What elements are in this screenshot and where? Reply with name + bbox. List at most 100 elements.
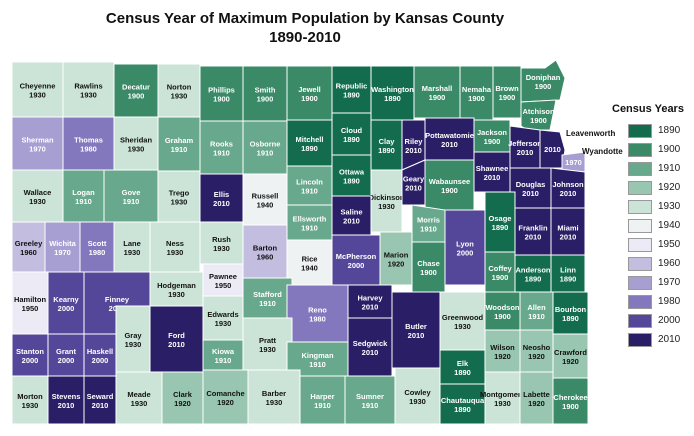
legend-swatch — [628, 219, 652, 233]
county-year: 2010 — [525, 233, 542, 242]
county-name: Sedgwick — [353, 339, 388, 348]
county-year: 1930 — [171, 198, 188, 207]
county-name: Harper — [310, 392, 334, 401]
county-name: Osborne — [250, 140, 281, 149]
county-name: Jackson — [477, 128, 507, 137]
county-name: Cowley — [404, 388, 431, 397]
county-name: Clark — [173, 390, 193, 399]
county-year: 1930 — [22, 401, 39, 410]
county-name: Ottawa — [339, 168, 365, 177]
legend-swatch — [628, 238, 652, 252]
county-year: 1960 — [20, 248, 37, 257]
county-year: 1890 — [492, 223, 509, 232]
county-name: Saline — [340, 208, 362, 217]
county-year: 1900 — [257, 95, 274, 104]
county-year: 1890 — [378, 146, 395, 155]
county-year: 1920 — [528, 399, 545, 408]
county-year: 1900 — [420, 268, 437, 277]
county-year: 1910 — [420, 225, 437, 234]
county-name: Cherokee — [553, 393, 587, 402]
county-name: Elk — [457, 359, 469, 368]
county-name: Douglas — [516, 180, 546, 189]
legend-label: 1890 — [658, 125, 681, 136]
legend-label: 1910 — [658, 163, 681, 174]
county-year: 1930 — [29, 91, 46, 100]
county-name: Johnson — [552, 180, 584, 189]
county-year: 1900 — [530, 116, 547, 125]
county-year: 1900 — [499, 93, 516, 102]
legend-label: 1920 — [658, 182, 681, 193]
county-year: 1910 — [301, 187, 318, 196]
county-name: Phillips — [208, 86, 235, 95]
county-year: 1930 — [266, 398, 283, 407]
legend-label: 1900 — [658, 144, 681, 155]
county-year: 2000 — [457, 249, 474, 258]
county-name: Morris — [417, 216, 440, 225]
county-name: Norton — [167, 83, 192, 92]
legend-swatch — [628, 143, 652, 157]
legend-swatch — [628, 162, 652, 176]
county-name: Hamilton — [14, 295, 47, 304]
county-name: Shawnee — [476, 164, 509, 173]
county-year: 2010 — [362, 303, 379, 312]
county-name: Edwards — [207, 310, 238, 319]
county-year: 1900 — [441, 186, 458, 195]
county-year: 1910 — [123, 197, 140, 206]
county-name: Stanton — [16, 347, 44, 356]
county-year: 2000 — [348, 261, 365, 270]
county-year: 1920 — [217, 398, 234, 407]
county-year: 1980 — [80, 145, 97, 154]
county-name: Lyon — [456, 240, 474, 249]
legend-label: 2010 — [658, 334, 681, 345]
county-year: 1910 — [528, 312, 545, 321]
legend-label: 1930 — [658, 201, 681, 212]
county-name: Woodson — [485, 303, 519, 312]
county-name: Pawnee — [209, 272, 237, 281]
county-name: Ford — [168, 331, 185, 340]
county-year: 1930 — [378, 202, 395, 211]
legend-item-1900: 1900 — [628, 143, 694, 159]
county-name: Kearny — [53, 295, 79, 304]
county-name: Labette — [523, 390, 550, 399]
county-year: 2010 — [560, 233, 577, 242]
county-name: Stevens — [52, 392, 81, 401]
county-year: 1940 — [301, 264, 318, 273]
county-year: 1920 — [388, 260, 405, 269]
county-year: 1960 — [257, 253, 274, 262]
county-name: Seward — [87, 392, 114, 401]
county-name: Franklin — [518, 224, 548, 233]
